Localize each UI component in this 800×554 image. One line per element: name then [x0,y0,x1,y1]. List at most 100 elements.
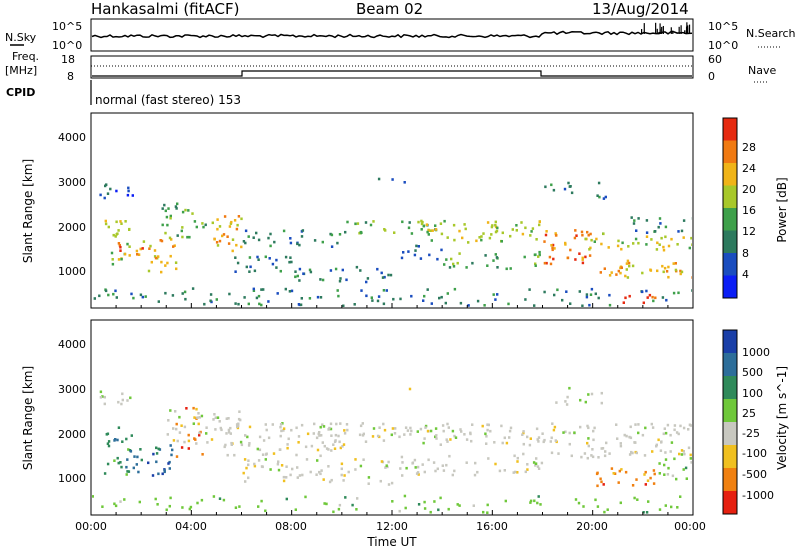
power-cell [446,292,449,295]
velocity-cell [138,500,141,504]
power-cell [584,237,587,241]
power-cell [533,304,536,307]
power-cell [632,222,636,225]
velocity-cell [441,424,445,427]
date-title: 13/Aug/2014 [592,0,689,18]
power-cell [252,287,255,291]
power-cell [160,239,164,243]
velocity-cell [157,472,160,476]
velocity-cell [196,501,199,505]
power-cell [645,231,649,234]
velocity-cell [219,426,222,430]
velocity-cell [600,401,603,405]
noise-panel-frame [90,18,694,52]
velocity-cell [586,441,589,445]
velocity-cell [662,432,665,436]
n-sky-tick-bottom: 10^0 [52,39,82,52]
velocity-cell [489,429,492,433]
velocity-cell [435,437,438,440]
velocity-cell [458,504,461,507]
velocity-cell [623,433,626,437]
power-cell [553,247,556,250]
power-cell [674,268,678,272]
velocity-cell [521,433,524,436]
power-cell [160,260,163,264]
velocity-cell [262,439,266,442]
power-cell [552,188,556,192]
power-cell [448,266,452,269]
velocity-cell [120,465,123,469]
velocity-cell [539,503,542,506]
power-cell [425,223,429,226]
velocity-cell [660,440,663,443]
power-ytick-1000: 1000 [58,265,86,278]
power-cell [556,288,559,292]
power-colorbar-segment [723,118,737,141]
power-cell [567,181,570,185]
velocity-cell [439,443,442,446]
velocity-cell [135,463,138,466]
power-cell [221,234,224,238]
velocity-cell [297,441,300,444]
velocity-cell [103,402,106,406]
velocity-cell [230,441,233,445]
velocity-cell [318,434,321,437]
velocity-cell [613,472,617,475]
velocity-cell [247,459,250,462]
power-cell [439,222,443,225]
velocity-cell [359,424,363,428]
velocity-cell [279,434,282,438]
power-cell [123,252,127,256]
power-cell [216,227,219,231]
power-cell [658,243,661,246]
velocity-cell [550,436,553,440]
velocity-cell [435,434,438,437]
velocity-cell [500,424,503,428]
velocity-cell [409,426,412,430]
velocity-cell [687,428,690,431]
velocity-cell [264,458,267,461]
power-cell [257,238,261,242]
velocity-cell [394,427,397,430]
power-cell [617,239,620,243]
power-cell [578,290,581,293]
power-cell [381,276,385,279]
velocity-cell [238,505,241,508]
power-cell [302,272,305,275]
velocity-cell [670,441,674,444]
velocity-cell [595,472,599,476]
velocity-cell [175,427,178,431]
power-cell [211,221,214,225]
velocity-cell [240,443,244,447]
velocity-cell [133,455,136,458]
velocity-cell [367,476,371,479]
velocity-cell [417,503,421,506]
velocity-cell [132,466,135,470]
velocity-cell [481,424,484,428]
velocity-cell [657,438,660,442]
velocity-cell [257,505,260,508]
velocity-cell [323,502,326,505]
velocity-cell [121,398,124,402]
velocity-colorbar-segment [723,468,737,492]
velocity-cell [286,446,289,450]
power-cell [249,265,252,269]
velocity-cell [244,434,247,437]
velocity-cell [566,395,569,399]
velocity-cell [339,446,342,450]
velocity-cell [227,428,231,432]
power-cell [359,269,362,272]
power-cell [538,223,541,227]
power-cell [128,254,131,257]
power-cell [169,254,172,258]
velocity-cell [508,436,511,439]
velocity-cell [286,443,289,446]
power-cell [523,255,526,259]
velocity-cell [105,433,108,436]
power-cell [480,235,483,238]
velocity-cell [101,395,104,398]
power-cell [230,220,233,224]
power-cell [157,300,160,303]
power-cell [98,294,101,298]
velocity-colorbar-segment [723,330,737,354]
